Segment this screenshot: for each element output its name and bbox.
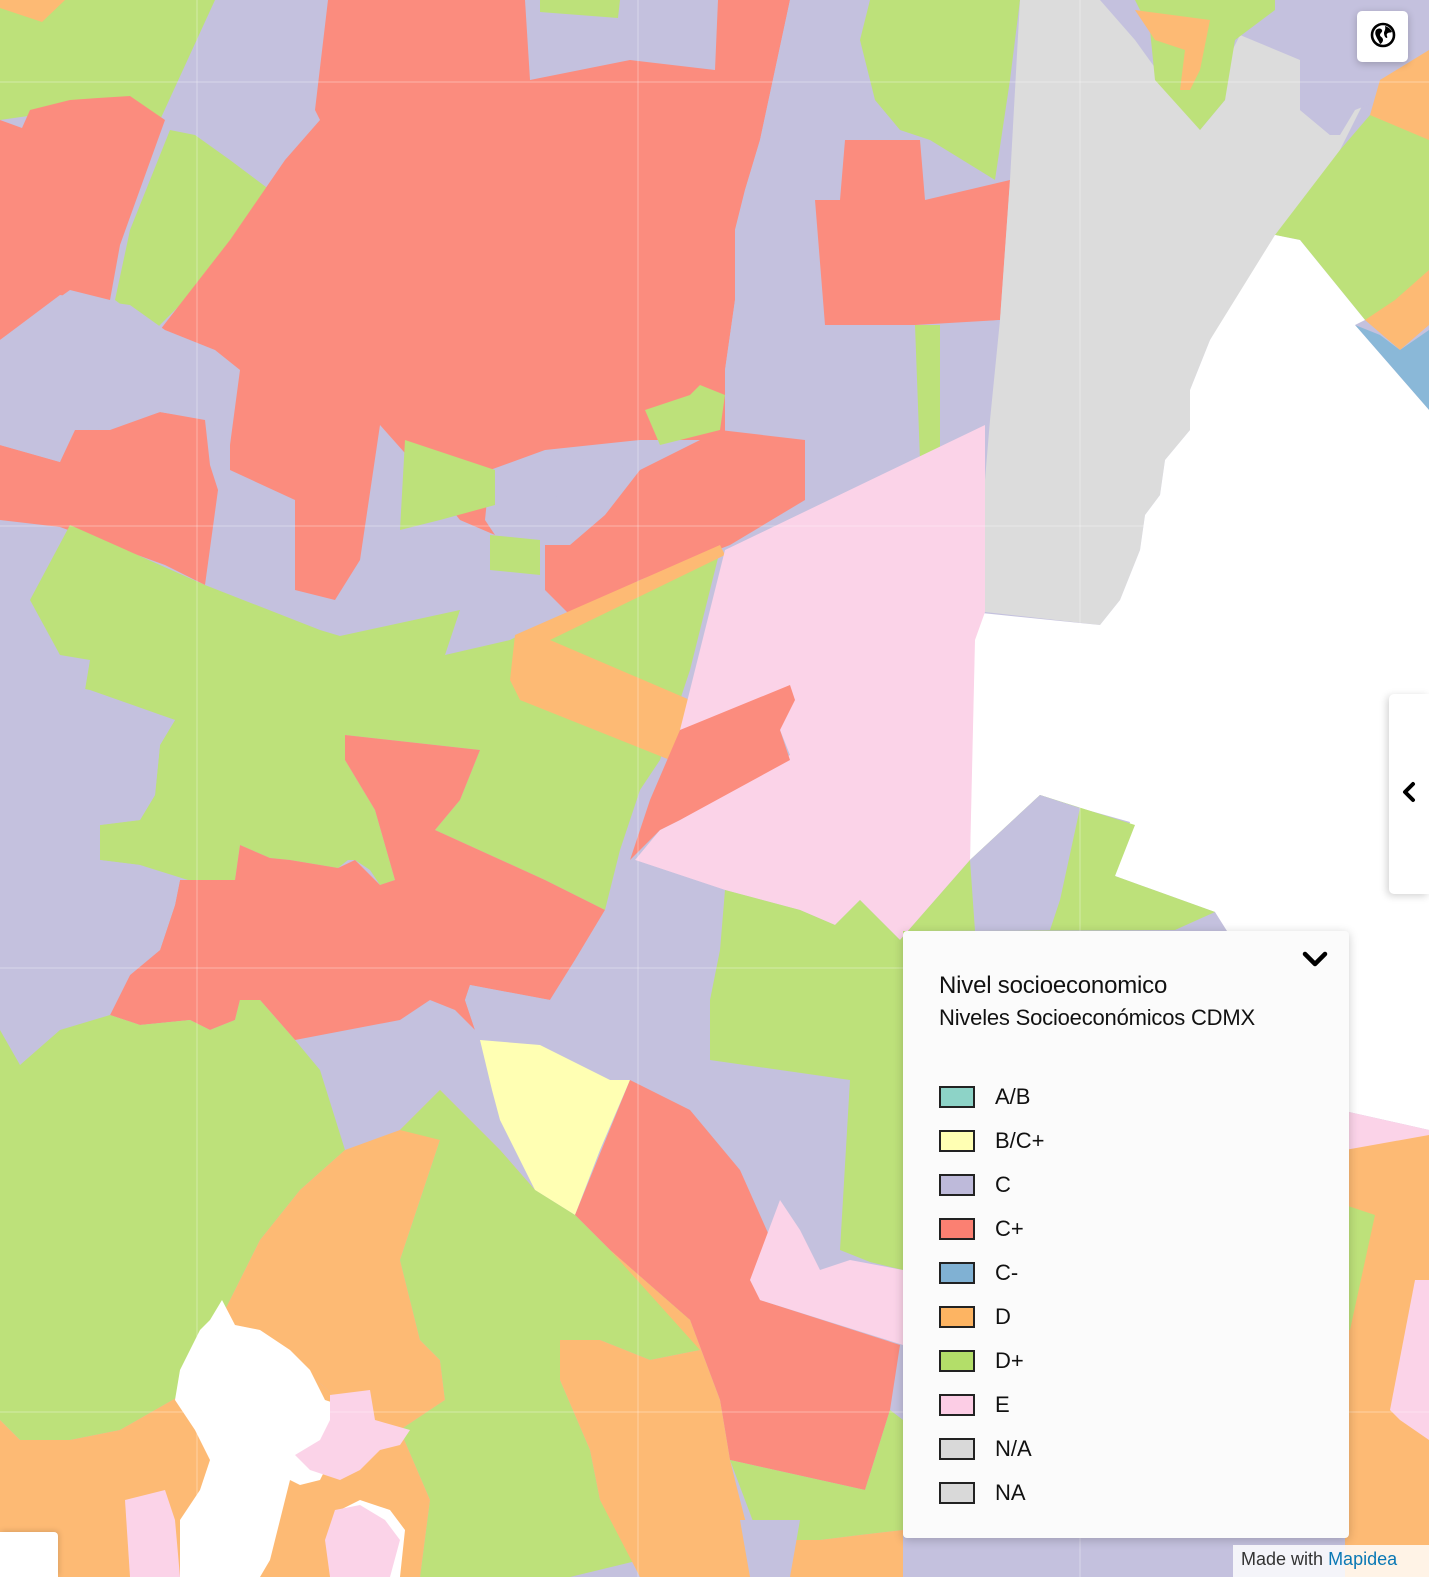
- legend-swatch: [939, 1482, 975, 1504]
- legend-swatch: [939, 1350, 975, 1372]
- legend-item-c-minus: C-: [939, 1251, 1313, 1295]
- legend-swatch: [939, 1394, 975, 1416]
- legend-item-c-plus: C+: [939, 1207, 1313, 1251]
- mapidea-link[interactable]: Mapidea: [1328, 1549, 1398, 1569]
- chevron-down-icon: [1302, 950, 1328, 972]
- legend-swatch: [939, 1174, 975, 1196]
- legend-label: C: [995, 1172, 1011, 1197]
- legend-item-d-plus: D+: [939, 1339, 1313, 1383]
- legend-collapse-button[interactable]: [1299, 945, 1331, 977]
- legend-label: A/B: [995, 1084, 1031, 1109]
- legend-label: N/A: [995, 1436, 1032, 1461]
- basemap-button[interactable]: [1357, 11, 1408, 62]
- legend-label: D: [995, 1304, 1011, 1329]
- map-control-box: [0, 1532, 58, 1577]
- legend-label: C+: [995, 1216, 1024, 1241]
- legend-label: B/C+: [995, 1128, 1045, 1153]
- side-panel-toggle[interactable]: [1389, 694, 1429, 894]
- legend-list: A/B B/C+ C C+ C- D D+ E: [939, 1075, 1313, 1515]
- legend-swatch: [939, 1438, 975, 1460]
- legend-item-d: D: [939, 1295, 1313, 1339]
- legend-panel: Nivel socioeconomico Niveles Socioeconóm…: [903, 931, 1349, 1538]
- legend-item-n-a: N/A: [939, 1427, 1313, 1471]
- legend-swatch: [939, 1130, 975, 1152]
- legend-label: NA: [995, 1480, 1026, 1505]
- legend-subtitle: Niveles Socioeconómicos CDMX: [939, 1005, 1255, 1030]
- legend-title: Nivel socioeconomico: [939, 972, 1168, 999]
- legend-item-bc-plus: B/C+: [939, 1119, 1313, 1163]
- attribution: Made with Mapidea: [1233, 1545, 1429, 1577]
- legend-item-c: C: [939, 1163, 1313, 1207]
- legend-label: E: [995, 1392, 1010, 1417]
- globe-icon: [1370, 22, 1396, 52]
- legend-item-ab: A/B: [939, 1075, 1313, 1119]
- attribution-prefix: Made with: [1241, 1549, 1324, 1569]
- legend-item-e: E: [939, 1383, 1313, 1427]
- legend-label: D+: [995, 1348, 1024, 1373]
- chevron-left-icon: [1401, 781, 1417, 807]
- legend-item-na: NA: [939, 1471, 1313, 1515]
- legend-swatch: [939, 1218, 975, 1240]
- legend-swatch: [939, 1262, 975, 1284]
- legend-swatch: [939, 1086, 975, 1108]
- legend-swatch: [939, 1306, 975, 1328]
- legend-label: C-: [995, 1260, 1019, 1285]
